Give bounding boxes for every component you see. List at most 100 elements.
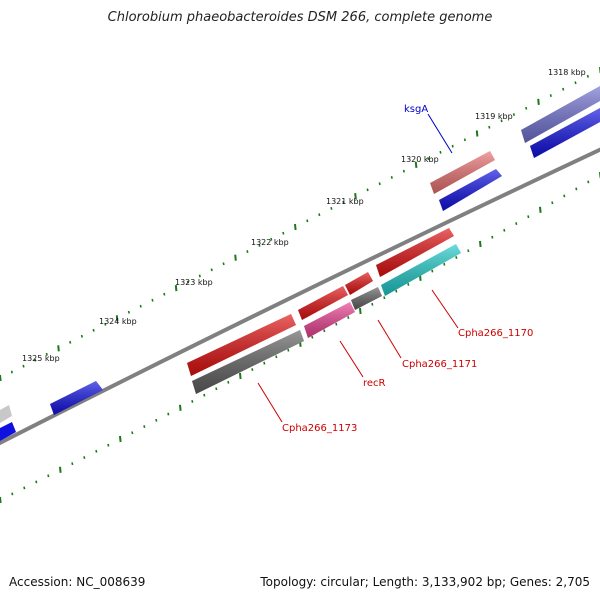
tick-inner-9 (107, 443, 110, 447)
tick-inner-34 (407, 283, 410, 286)
label-ksga[interactable]: ksgA (404, 104, 428, 115)
tick-inner-28 (335, 322, 338, 326)
label-cpha266-1171[interactable]: Cpha266_1171 (402, 359, 477, 370)
tick-outer-26 (306, 219, 309, 223)
leader-recr (339, 340, 364, 378)
cds-blue-4[interactable] (0, 422, 16, 441)
tick-inner-8 (95, 449, 98, 453)
tick-inner-47 (563, 194, 566, 198)
tick-outer-9 (104, 322, 107, 326)
genome-backbone (0, 147, 600, 446)
tick-inner-17 (203, 393, 206, 397)
tick-inner-6 (71, 462, 74, 466)
tick-inner-19 (227, 380, 230, 384)
tick-inner-30 (359, 307, 362, 315)
label-cpha266-1170[interactable]: Cpha266_1170 (458, 328, 533, 339)
tick-inner-32 (383, 296, 386, 300)
tick-outer-36 (427, 157, 430, 161)
tick-outer-6 (69, 340, 72, 344)
tick-inner-23 (275, 355, 278, 359)
tick-inner-22 (263, 361, 266, 365)
tick-outer-30 (354, 193, 357, 200)
tick-inner-14 (167, 412, 170, 416)
label-leaders (257, 113, 459, 423)
tick-outer-8 (92, 328, 95, 332)
tick-outer-48 (574, 81, 577, 85)
scale-labels: 1318 kbp 1319 kbp 1320 kbp 1321 kbp 1322… (22, 68, 586, 363)
label-recr[interactable]: recR (363, 378, 386, 389)
tick-inner-20 (239, 372, 242, 380)
tick-outer-38 (451, 144, 454, 148)
tick-outer-25 (294, 223, 297, 231)
tick-outer-43 (512, 113, 515, 116)
tick-inner-33 (395, 289, 398, 293)
tick-inner-26 (311, 335, 314, 339)
tick-inner-41 (491, 235, 494, 239)
tick-inner-18 (215, 387, 218, 391)
tick-inner-29 (347, 316, 350, 319)
features (0, 86, 600, 441)
tick-outer-14 (163, 292, 166, 296)
tick-outer-32 (378, 182, 381, 186)
tick-outer-4 (45, 352, 48, 356)
kbp-label-1324: 1324 kbp (99, 317, 137, 326)
kbp-label-1318: 1318 kbp (548, 68, 586, 77)
kbp-label-1323: 1323 kbp (175, 278, 213, 287)
tick-outer-28 (330, 207, 333, 210)
tick-inner-1 (11, 492, 14, 496)
tick-outer-39 (463, 138, 466, 142)
leader-ksga (427, 113, 453, 154)
gene-labels: ksgA Cpha266_1170 Cpha266_1171 recR Cpha… (282, 104, 533, 434)
tick-inner-2 (23, 486, 26, 490)
kbp-label-1325: 1325 kbp (22, 354, 60, 363)
tick-inner-48 (575, 187, 578, 191)
tick-inner-31 (371, 302, 374, 306)
leader-cpha266-1171 (377, 319, 402, 359)
label-cpha266-1173[interactable]: Cpha266_1173 (282, 423, 357, 434)
tick-outer-27 (318, 213, 321, 217)
tick-outer-1 (10, 370, 13, 374)
tick-inner-16 (191, 400, 194, 403)
tick-outer-31 (366, 188, 369, 192)
tick-outer-33 (390, 176, 393, 179)
tick-inner-43 (515, 222, 518, 225)
tick-inner-42 (503, 228, 506, 232)
tick-outer-11 (127, 310, 130, 314)
tick-outer-17 (198, 274, 201, 278)
tick-outer-44 (525, 106, 528, 110)
tick-outer-13 (151, 298, 154, 302)
tick-outer-3 (34, 358, 37, 362)
kbp-label-1319: 1319 kbp (475, 112, 513, 121)
tick-inner-21 (251, 368, 254, 371)
scale-ticks-outer (0, 67, 600, 382)
tick-inner-36 (431, 269, 434, 273)
tick-outer-35 (414, 161, 418, 168)
tick-inner-46 (551, 201, 554, 205)
leader-cpha266-1170 (431, 289, 459, 329)
tick-inner-5 (59, 466, 62, 473)
tick-outer-23 (270, 237, 273, 241)
tick-outer-7 (80, 334, 83, 338)
tick-outer-45 (537, 98, 540, 105)
cds-lightgray[interactable] (0, 405, 12, 423)
tick-inner-4 (47, 474, 50, 478)
tick-outer-49 (586, 74, 589, 78)
tick-outer-20 (234, 254, 237, 261)
tick-inner-13 (155, 418, 158, 422)
tick-inner-39 (467, 249, 470, 253)
tick-inner-27 (323, 329, 326, 333)
tick-outer-0 (0, 374, 2, 382)
tick-inner-11 (131, 431, 134, 435)
tick-outer-22 (258, 244, 261, 247)
tick-outer-21 (246, 250, 249, 253)
tick-inner-37 (443, 262, 446, 266)
tick-outer-5 (57, 345, 60, 352)
tick-inner-24 (287, 348, 290, 352)
kbp-label-1320: 1320 kbp (401, 155, 439, 164)
tick-inner-0 (0, 496, 2, 504)
tick-outer-2 (22, 364, 25, 368)
tick-outer-42 (500, 119, 503, 123)
tick-outer-15 (174, 285, 178, 292)
tick-inner-45 (539, 206, 542, 213)
